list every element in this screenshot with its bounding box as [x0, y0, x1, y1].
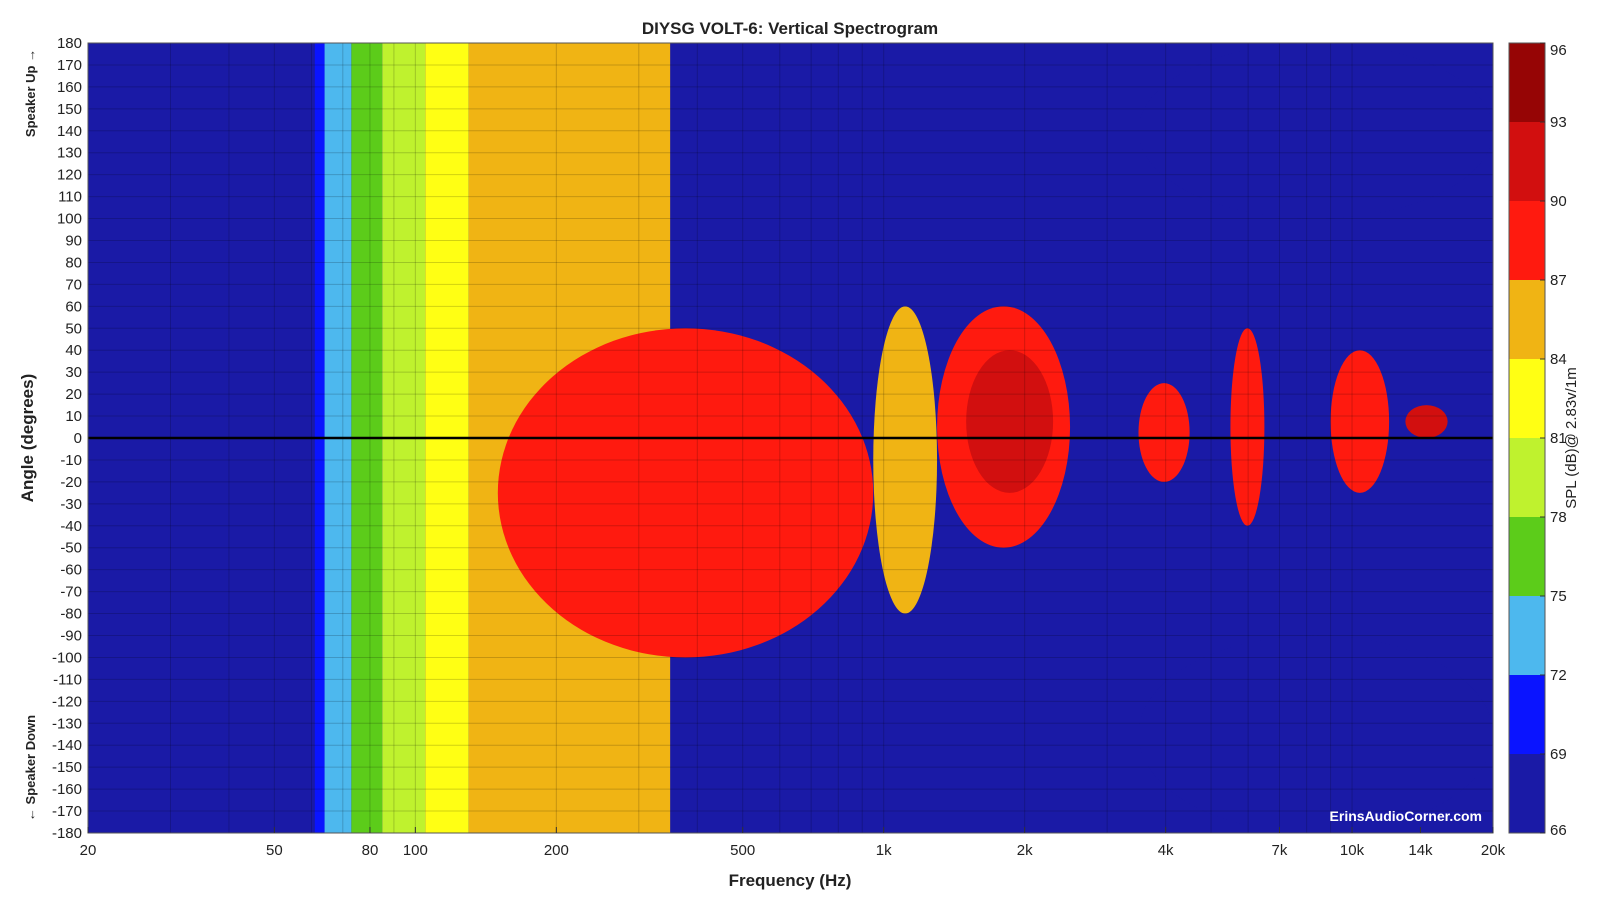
y-tick-label: -70 [60, 584, 82, 601]
spl-region-11 [1138, 383, 1190, 482]
spl-region-7 [497, 328, 874, 658]
x-tick-label: 14k [1408, 842, 1433, 859]
colorbar-tick-label: 69 [1550, 746, 1567, 763]
y-tick-label: -60 [60, 562, 82, 579]
x-tick-label: 100 [403, 842, 428, 859]
colorbar-swatch-6 [1509, 280, 1545, 359]
y-tick-label: -50 [60, 540, 82, 557]
y-tick-label: 10 [65, 408, 82, 425]
y-tick-label: 120 [57, 167, 82, 184]
colorbar-swatch-7 [1509, 201, 1545, 280]
y-tick-label: 170 [57, 57, 82, 74]
y-tick-label: -110 [53, 671, 82, 688]
colorbar-swatch-5 [1509, 359, 1545, 438]
y-tick-label: 100 [57, 211, 82, 228]
x-tick-label: 80 [362, 842, 379, 859]
colorbar-tick-label: 66 [1550, 822, 1567, 839]
x-tick-label: 2k [1017, 842, 1033, 859]
spl-region-15 [1138, 43, 1493, 219]
y-tick-label: 60 [65, 298, 82, 315]
y-tick-label: -80 [60, 606, 82, 623]
speaker-up-label: Speaker Up → [23, 49, 38, 137]
y-tick-label: 70 [65, 276, 82, 293]
y-axis-label: Angle (degrees) [18, 374, 37, 502]
watermark: ErinsAudioCorner.com [1330, 808, 1482, 824]
colorbar-tick-label: 96 [1550, 42, 1567, 59]
x-tick-label: 20k [1481, 842, 1506, 859]
y-tick-label: 110 [58, 189, 82, 206]
y-tick-label: -90 [60, 628, 82, 645]
y-tick-label: -160 [52, 781, 82, 798]
y-tick-label: -20 [60, 474, 82, 491]
colorbar-tick-label: 93 [1550, 114, 1567, 131]
y-tick-label: 30 [65, 364, 82, 381]
y-tick-label: -170 [52, 803, 82, 820]
y-tick-label: -150 [52, 759, 82, 776]
colorbar-tick-label: 78 [1550, 509, 1567, 526]
spl-region-14 [1405, 405, 1448, 438]
plot-frame [87, 42, 1494, 834]
y-tick-label: 20 [65, 386, 82, 403]
x-tick-label: 20 [80, 842, 97, 859]
colorbar-tick-label: 72 [1550, 667, 1567, 684]
x-tick-label: 50 [266, 842, 283, 859]
x-tick-label: 7k [1272, 842, 1288, 859]
y-tick-label: 150 [57, 101, 82, 118]
x-tick-label: 500 [730, 842, 755, 859]
colorbar-swatch-1 [1509, 675, 1545, 754]
colorbar-tick-label: 75 [1550, 588, 1567, 605]
colorbar-swatch-3 [1509, 517, 1545, 596]
spl-region-10 [966, 350, 1054, 493]
colorbar-swatch-8 [1509, 122, 1545, 201]
colorbar-tick-label: 87 [1550, 272, 1567, 289]
y-tick-label: 40 [65, 342, 82, 359]
x-tick-label: 200 [544, 842, 569, 859]
x-axis-label: Frequency (Hz) [729, 871, 852, 890]
y-tick-label: 80 [65, 254, 82, 271]
y-tick-label: 130 [57, 145, 82, 162]
spl-region-13 [1330, 350, 1390, 493]
y-tick-label: 0 [74, 430, 82, 447]
spl-regions [497, 43, 1493, 833]
y-tick-label: -10 [60, 452, 82, 469]
speaker-down-label: ← Speaker Down [23, 715, 38, 821]
x-tick-label: 4k [1158, 842, 1174, 859]
y-tick-label: 50 [65, 320, 82, 337]
spl-region-12 [1230, 328, 1265, 526]
y-tick-label: 160 [57, 79, 82, 96]
spl-region-16 [1138, 635, 1493, 833]
y-tick-label: 140 [57, 123, 82, 140]
chart-title: DIYSG VOLT-6: Vertical Spectrogram [642, 19, 938, 38]
y-tick-label: -40 [60, 518, 82, 535]
y-axis-ticks: 1801701601501401301201101009080706050403… [52, 35, 82, 842]
y-tick-label: 180 [57, 35, 82, 52]
y-tick-label: -30 [60, 496, 82, 513]
colorbar-tick-label: 81 [1550, 430, 1567, 447]
colorbar-swatch-0 [1509, 754, 1545, 833]
y-tick-label: -100 [52, 649, 82, 666]
y-tick-label: 90 [65, 233, 82, 250]
colorbar-swatch-2 [1509, 596, 1545, 675]
y-tick-label: -140 [52, 737, 82, 754]
y-tick-label: -130 [52, 715, 82, 732]
colorbar-ticks: 96 93 90 87 84 81 78 75 72 69 66 [1540, 42, 1567, 839]
colorbar [1508, 42, 1546, 834]
y-tick-label: -180 [52, 825, 82, 842]
colorbar-swatch-4 [1509, 438, 1545, 517]
x-tick-label: 1k [876, 842, 892, 859]
colorbar-tick-label: 84 [1550, 351, 1567, 368]
x-axis-ticks: 20 50 80 100 200 500 1k 2k 4k 7k 10k 14k 20k [80, 827, 1506, 859]
colorbar-tick-label: 90 [1550, 193, 1567, 210]
colorbar-swatch-9 [1509, 43, 1545, 122]
spl-region-8 [873, 306, 938, 614]
colorbar-label: SPL (dB)@ 2.83v/1m [1563, 367, 1580, 508]
y-tick-label: -120 [52, 693, 82, 710]
x-tick-label: 10k [1340, 842, 1365, 859]
